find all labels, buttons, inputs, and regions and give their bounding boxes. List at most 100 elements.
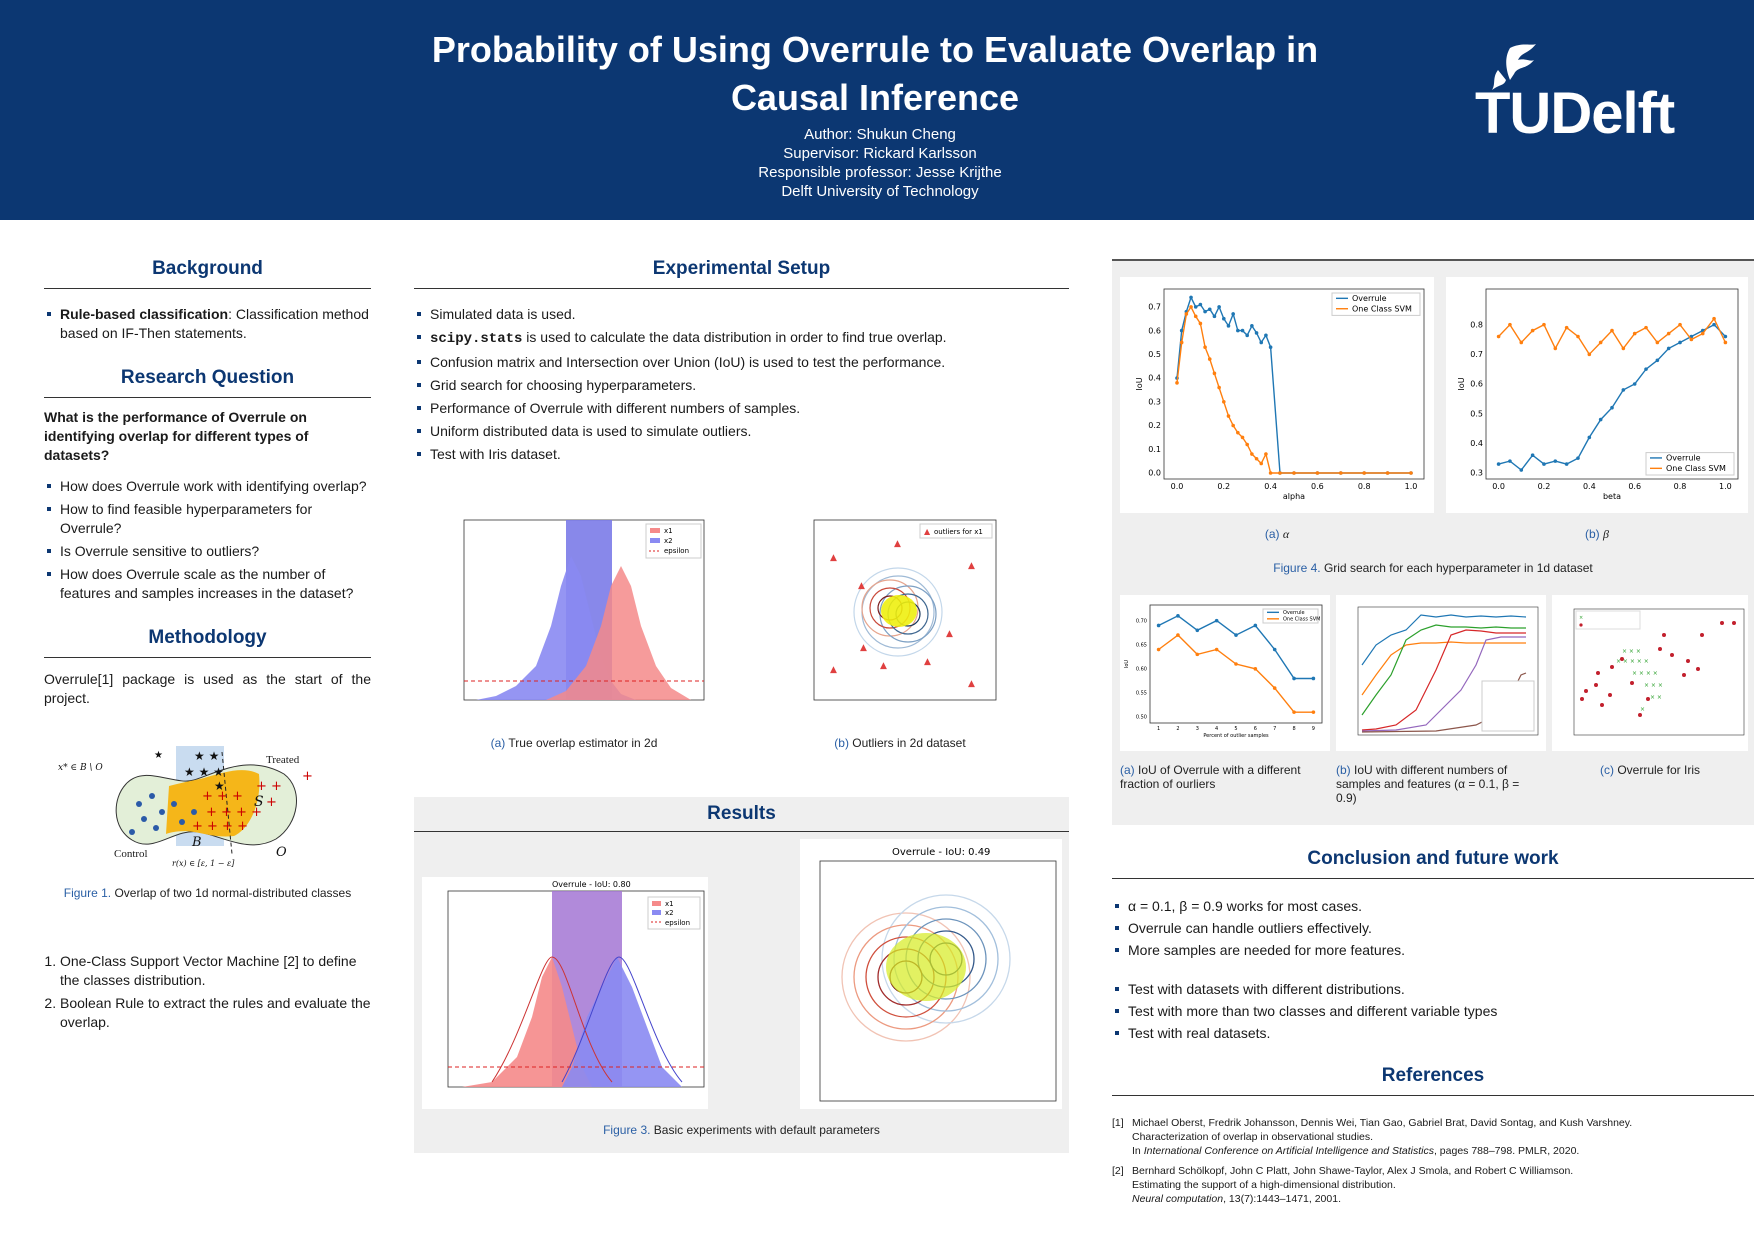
y-tick-label: 0.8 bbox=[1470, 320, 1483, 329]
setup-item: Simulated data is used. bbox=[414, 305, 1069, 324]
subquestion: How does Overrule work with identifying … bbox=[44, 477, 371, 496]
data-point bbox=[1245, 333, 1249, 338]
figure-5c-iris: × × × × × × × × × × × × × × × × × × × bbox=[1552, 595, 1748, 751]
svg-text:+ + +: + + + bbox=[202, 789, 243, 804]
series-line bbox=[1176, 305, 1411, 474]
data-point bbox=[1212, 314, 1217, 319]
svg-text:★: ★ bbox=[214, 779, 225, 793]
y-tick-label: 0.4 bbox=[1470, 439, 1483, 448]
data-point bbox=[1198, 321, 1203, 326]
data-point bbox=[1179, 340, 1184, 345]
supervisor-name: Supervisor: Rickard Karlsson bbox=[783, 145, 977, 162]
data-point bbox=[1712, 322, 1716, 327]
figure-5c-text: Overrule for Iris bbox=[1617, 763, 1701, 777]
figure-4-rule bbox=[1112, 259, 1754, 261]
y-tick-label: 0.60 bbox=[1136, 666, 1147, 672]
reference-2-venue-name: Neural computation bbox=[1132, 1193, 1224, 1205]
figure-3-histogram: Overrule - IoU: 0.80 x1 x2 epsilon bbox=[422, 877, 708, 1109]
y-tick-label: 0.7 bbox=[1148, 303, 1161, 312]
data-point bbox=[1222, 316, 1226, 321]
data-point bbox=[1315, 471, 1320, 475]
data-point bbox=[1193, 314, 1198, 319]
data-point bbox=[1231, 423, 1235, 428]
research-subquestions: How does Overrule work with identifying … bbox=[44, 477, 371, 603]
research-question-main: What is the performance of Overrule on i… bbox=[44, 409, 309, 463]
x-tick-label: 0.6 bbox=[1311, 482, 1324, 491]
svg-text:▲: ▲ bbox=[830, 665, 837, 675]
svg-text:× × ×: × × × bbox=[1644, 682, 1663, 689]
data-point bbox=[1203, 345, 1207, 350]
figure-2a-caption: (a) True overlap estimator in 2d bbox=[436, 736, 712, 750]
data-point bbox=[1678, 322, 1682, 327]
data-point bbox=[1723, 340, 1728, 345]
data-point bbox=[1553, 459, 1558, 463]
data-point bbox=[1268, 471, 1273, 475]
data-point bbox=[1610, 405, 1614, 410]
svg-text:x1: x1 bbox=[664, 527, 673, 535]
data-point bbox=[1264, 333, 1268, 338]
data-point bbox=[1207, 307, 1212, 312]
data-point bbox=[1207, 357, 1212, 361]
svg-text:+ +: + + bbox=[256, 779, 282, 794]
figure-5b-chart bbox=[1336, 595, 1546, 751]
legend-label: Overrule bbox=[1283, 610, 1305, 616]
y-tick-label: 0.6 bbox=[1148, 326, 1161, 335]
data-point bbox=[1217, 385, 1221, 390]
figure-1-caption: Figure 1. Overlap of two 1d normal-distr… bbox=[44, 886, 371, 900]
svg-text:x1: x1 bbox=[665, 900, 674, 908]
reference-1-authors: Michael Oberst, Fredrik Johansson, Denni… bbox=[1132, 1117, 1633, 1129]
svg-text:★ ★ ★: ★ ★ ★ bbox=[184, 765, 224, 779]
data-point bbox=[1278, 471, 1282, 475]
future-work-list: Test with datasets with different distri… bbox=[1112, 980, 1754, 1043]
reference-1-venue-prefix: In bbox=[1132, 1145, 1144, 1157]
left-column: Background Rule-based classification: Cl… bbox=[44, 258, 371, 1032]
data-point bbox=[1156, 647, 1161, 652]
x-tick-label: 4 bbox=[1215, 726, 1218, 732]
svg-text:▲: ▲ bbox=[946, 629, 953, 639]
reference-2: [2] Bernhard Schölkopf, John C Platt, Jo… bbox=[1112, 1164, 1754, 1206]
middle-column: Experimental Setup Simulated data is use… bbox=[414, 258, 1069, 468]
data-point bbox=[1598, 340, 1603, 345]
data-point bbox=[1655, 340, 1660, 345]
setup-item: Uniform distributed data is used to simu… bbox=[414, 422, 1069, 441]
data-point bbox=[1156, 623, 1161, 628]
data-point bbox=[1339, 471, 1343, 475]
data-point bbox=[1214, 647, 1219, 652]
future-item: Test with real datasets. bbox=[1112, 1024, 1754, 1043]
title-line-1: Probability of Using Overrule to Evaluat… bbox=[431, 29, 1319, 70]
data-point bbox=[1621, 346, 1626, 351]
y-tick-label: 0.7 bbox=[1470, 350, 1483, 359]
svg-text:B: B bbox=[191, 835, 202, 850]
reference-1-venue-name: International Conference on Artificial I… bbox=[1143, 1145, 1434, 1157]
x-axis-label: alpha bbox=[1283, 492, 1305, 501]
data-point bbox=[1666, 346, 1671, 351]
future-item: Test with datasets with different distri… bbox=[1112, 980, 1754, 999]
figure-5b-label: (b) bbox=[1336, 763, 1351, 777]
figure-2a-label: (a) bbox=[490, 736, 506, 750]
svg-text:+: + bbox=[266, 795, 277, 810]
x-tick-label: 0.8 bbox=[1674, 482, 1687, 491]
data-point bbox=[1176, 633, 1180, 637]
legend-box bbox=[1331, 292, 1421, 316]
data-point bbox=[1496, 334, 1501, 339]
reference-2-title: Estimating the support of a high-dimensi… bbox=[1132, 1179, 1396, 1191]
subquestion: How to find feasible hyperparameters for… bbox=[44, 500, 371, 538]
figure-5c-caption: (c) Overrule for Iris bbox=[1552, 763, 1748, 777]
figure-5a-label: (a) bbox=[1120, 763, 1135, 777]
y-tick-label: 0.55 bbox=[1136, 691, 1147, 697]
svg-text:x2: x2 bbox=[664, 537, 673, 545]
reference-1-venue: In International Conference on Artificia… bbox=[1132, 1144, 1754, 1158]
svg-text:▲: ▲ bbox=[860, 643, 867, 653]
figure-4a-chart: 0.0 0.2 0.4 0.6 0.8 1.0 0.0 0.1 0.2 0.3 0.4 0.5 0.6 0… bbox=[1120, 277, 1434, 513]
results-panel: Results Overrule - IoU: 0.80 x1 x2 epsil… bbox=[414, 797, 1069, 1153]
research-question-heading: Research Question bbox=[44, 367, 371, 398]
y-tick-label: 0.4 bbox=[1148, 374, 1161, 383]
poster-title: Probability of Using Overrule to Evaluat… bbox=[330, 26, 1420, 122]
data-point bbox=[1519, 340, 1524, 345]
data-point bbox=[1712, 316, 1716, 321]
data-point bbox=[1212, 371, 1217, 376]
data-point bbox=[1311, 676, 1316, 681]
subquestion: Is Overrule sensitive to outliers? bbox=[44, 542, 371, 561]
y-tick-label: 0.1 bbox=[1148, 445, 1161, 454]
figure-5b-caption: (b) IoU with different numbers of sample… bbox=[1336, 763, 1536, 805]
